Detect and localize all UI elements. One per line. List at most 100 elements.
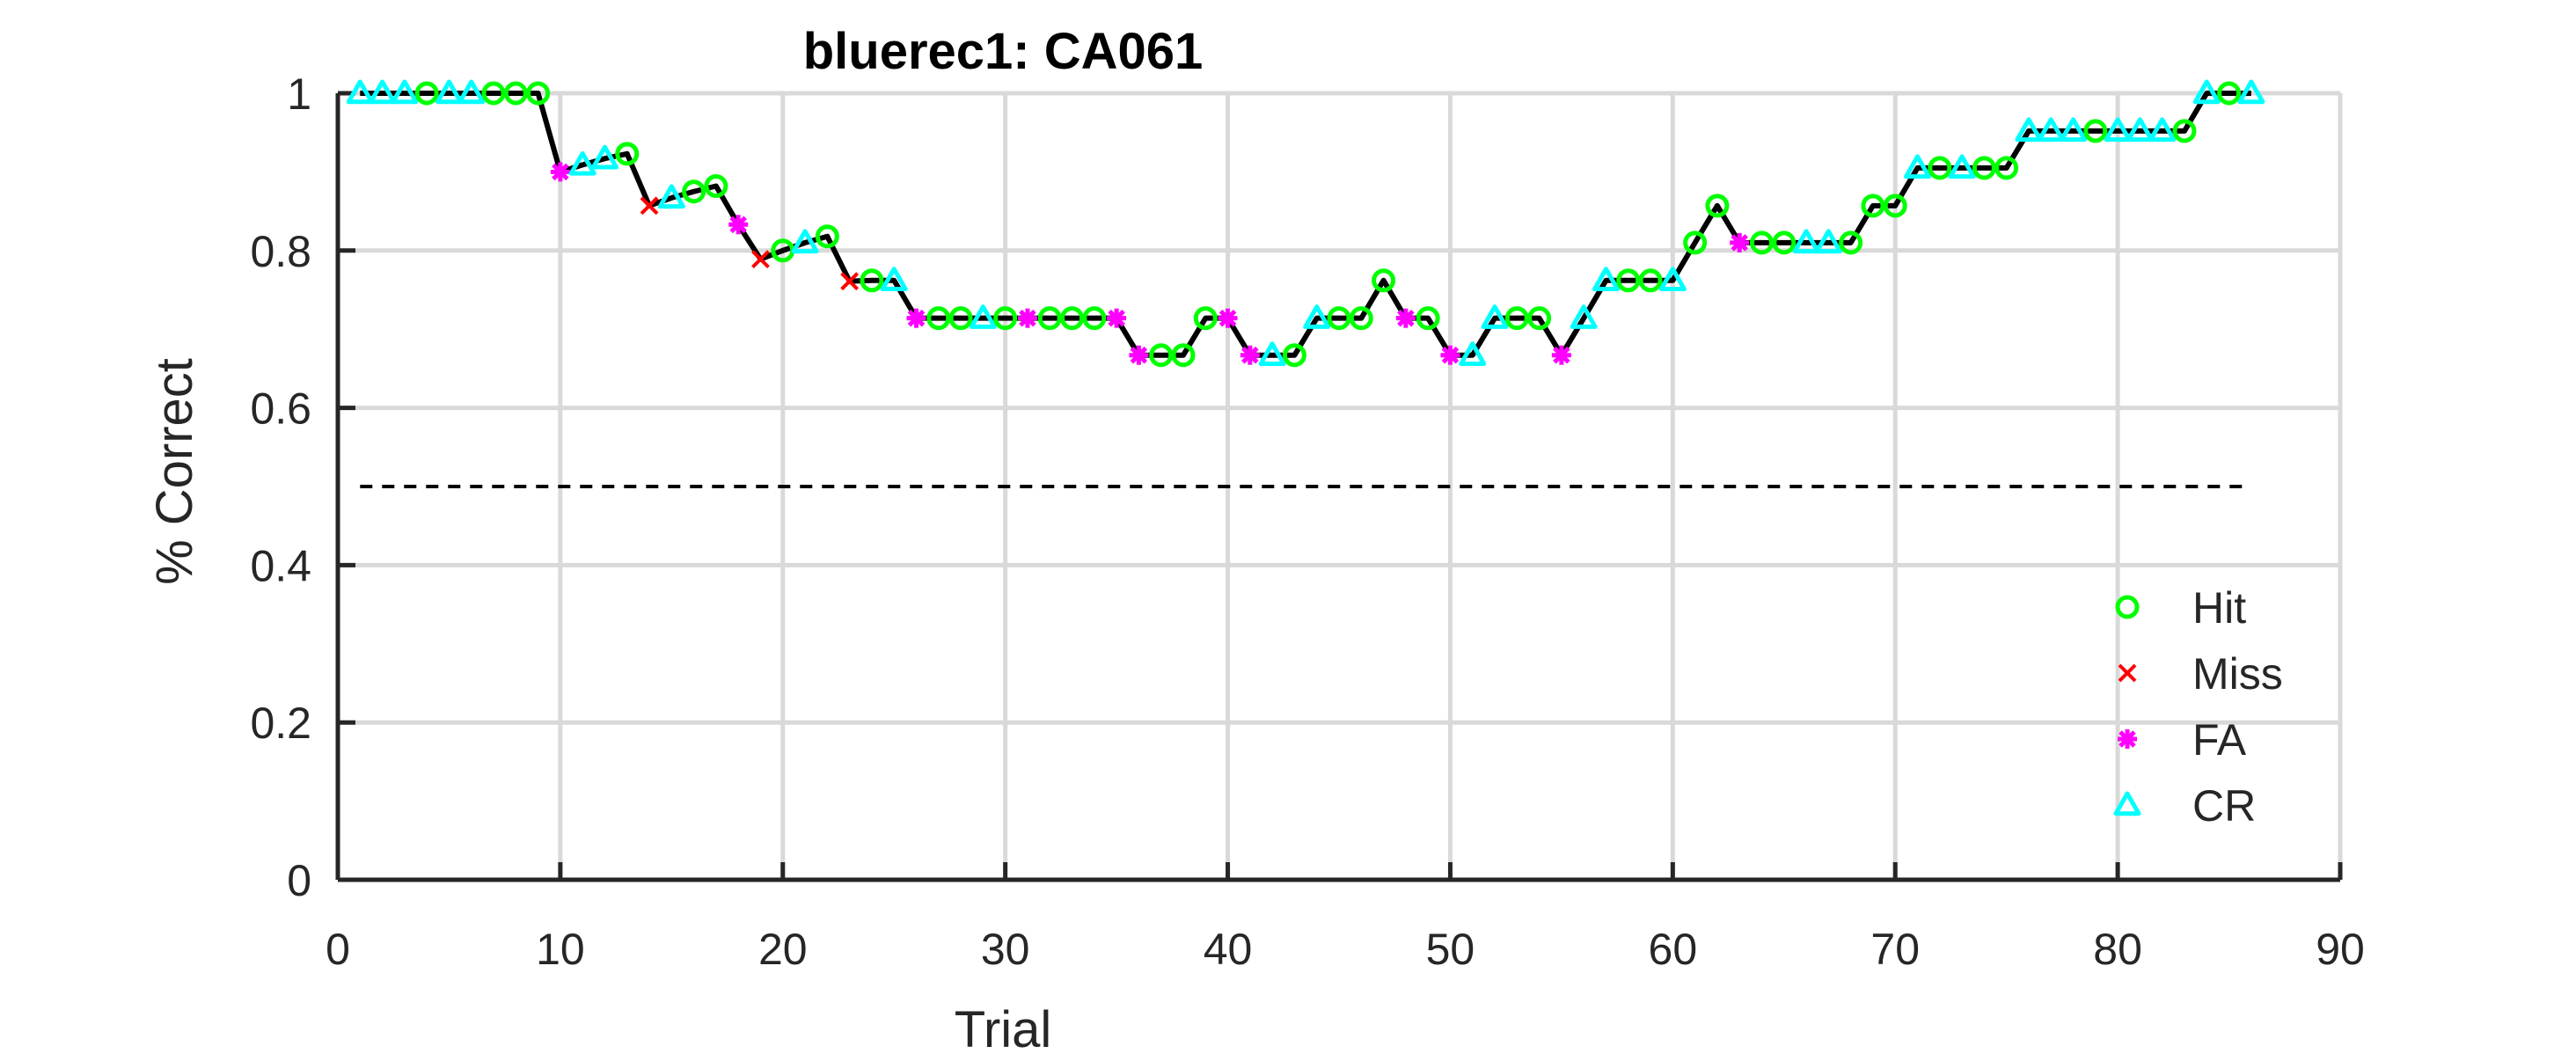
trial-marker-hit <box>1171 343 1196 368</box>
chart-title: bluerec1: CA061 <box>803 23 1204 80</box>
y-tick-label: 0.8 <box>250 227 311 276</box>
trial-marker-cr <box>791 229 819 254</box>
trial-marker-cr <box>568 150 596 176</box>
trial-marker-hit <box>1616 268 1641 293</box>
x-tick-label: 40 <box>1204 925 1253 974</box>
trial-marker-hit <box>2172 119 2197 143</box>
trial-marker-hit <box>1060 306 1085 331</box>
trial-marker-hit <box>1193 306 1218 331</box>
x-tick-label: 90 <box>2316 925 2365 974</box>
trial-marker-cr <box>1570 304 1598 329</box>
trial-marker-fa <box>1129 345 1149 365</box>
legend-marker-hit <box>2115 595 2140 619</box>
legend-label-fa: FA <box>2192 715 2247 765</box>
trial-marker-cr <box>2192 79 2221 105</box>
trial-marker-fa <box>1218 308 1238 328</box>
trial-marker-hit <box>704 173 728 198</box>
legend: Hit Miss FA CR <box>2113 583 2283 831</box>
y-tick-label: 0.4 <box>250 541 311 590</box>
trial-marker-hit <box>615 142 640 166</box>
trial-marker-cr <box>1904 154 1932 179</box>
trial-marker-cr <box>2104 117 2132 143</box>
trial-marker-hit <box>1749 230 1774 255</box>
trial-marker-cr <box>1948 154 1976 179</box>
trial-marker-hit <box>860 268 884 293</box>
trial-marker-hit <box>1928 156 1952 180</box>
trial-marker-fa <box>1017 308 1037 328</box>
trial-marker-fa <box>728 215 749 235</box>
trial-marker-cr <box>969 304 997 329</box>
trial-marker-hit <box>1504 306 1529 331</box>
trial-marker-hit <box>2217 81 2242 106</box>
trial-marker-hit <box>526 81 551 106</box>
trial-marker-hit <box>1349 306 1373 331</box>
trial-marker-hit <box>1372 268 1396 293</box>
trial-marker-hit <box>1416 306 1440 331</box>
grid-lines <box>338 91 2343 880</box>
x-tick-label: 50 <box>1426 925 1475 974</box>
legend-label-hit: Hit <box>2192 583 2246 633</box>
trial-marker-cr <box>435 79 463 105</box>
trial-marker-cr <box>1592 267 1620 292</box>
trial-marker-cr <box>657 184 685 209</box>
axes <box>335 91 2343 882</box>
legend-label-cr: CR <box>2192 781 2256 831</box>
trial-marker-cr <box>391 79 419 105</box>
x-tick-label: 10 <box>536 925 585 974</box>
x-tick-label: 0 <box>326 925 350 974</box>
trial-marker-hit <box>1883 194 1907 218</box>
trial-marker-hit <box>1082 306 1107 331</box>
legend-label-miss: Miss <box>2192 649 2283 699</box>
x-tick-label: 20 <box>758 925 808 974</box>
trial-marker-hit <box>503 81 528 106</box>
trial-marker-cr <box>590 144 618 170</box>
trial-marker-hit <box>1149 343 1174 368</box>
trial-marker-hit <box>414 81 439 106</box>
trial-marker-cr <box>1658 267 1687 292</box>
x-axis-title: Trial <box>955 1001 1052 1058</box>
trial-marker-cr <box>457 79 486 105</box>
trial-marker-hit <box>1839 230 1863 255</box>
trial-marker-cr <box>1814 229 1842 254</box>
trial-marker-cr <box>2237 79 2265 105</box>
trial-marker-hit <box>1327 306 1351 331</box>
trial-markers <box>346 79 2265 368</box>
trial-marker-hit <box>926 306 951 331</box>
trial-marker-cr <box>346 79 374 105</box>
trial-marker-hit <box>1772 230 1797 255</box>
trial-marker-fa <box>1551 345 1571 365</box>
trial-marker-cr <box>880 267 908 292</box>
trial-marker-hit <box>1683 230 1708 255</box>
x-tick-label: 30 <box>981 925 1030 974</box>
trial-marker-hit <box>682 179 706 204</box>
x-tick-label: 70 <box>1870 925 1920 974</box>
x-tick-label: 60 <box>1649 925 1698 974</box>
trial-marker-hit <box>1994 156 2019 180</box>
trial-marker-miss <box>640 196 659 216</box>
trial-marker-hit <box>1527 306 1552 331</box>
trial-marker-fa <box>906 308 926 328</box>
trial-marker-hit <box>481 81 506 106</box>
trial-marker-cr <box>2037 117 2065 143</box>
y-tick-label: 0 <box>287 856 311 905</box>
y-axis-title: % Correct <box>146 358 203 585</box>
trial-marker-cr <box>1303 304 1331 329</box>
trial-marker-fa <box>550 162 570 182</box>
trial-marker-cr <box>1481 304 1509 329</box>
trial-marker-cr <box>2015 117 2043 143</box>
y-tick-label: 0.6 <box>250 384 311 434</box>
trial-marker-hit <box>1861 194 1885 218</box>
trial-marker-cr <box>369 79 397 105</box>
x-tick-label: 80 <box>2093 925 2142 974</box>
trial-marker-hit <box>1037 306 1062 331</box>
trial-marker-fa <box>1107 308 1127 328</box>
trial-marker-hit <box>1972 156 1996 180</box>
tick-labels: 0 10 20 30 40 50 60 70 80 90 0 0.2 0.4 0.6 0.8 1 <box>250 70 2364 974</box>
y-tick-label: 0.2 <box>250 699 311 748</box>
trial-marker-hit <box>1282 343 1306 368</box>
trial-marker-miss <box>751 250 770 269</box>
trial-marker-hit <box>2083 119 2108 143</box>
legend-marker-miss <box>2118 663 2137 683</box>
